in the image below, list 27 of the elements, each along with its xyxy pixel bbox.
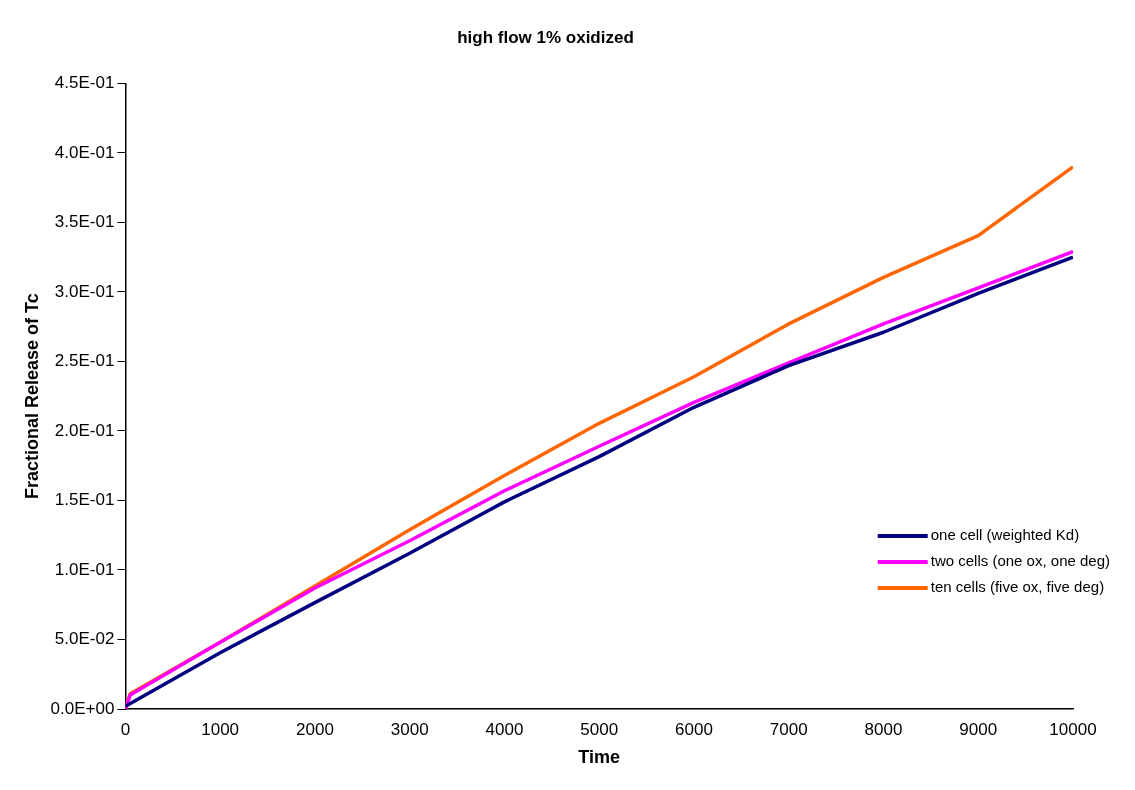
- x-tick-label: 10000: [1049, 719, 1097, 739]
- chart-title: high flow 1% oxidized: [457, 27, 634, 47]
- x-tick-label: 1000: [201, 719, 240, 739]
- y-tick-label: 2.0E-01: [54, 420, 115, 440]
- x-tick-label: 9000: [959, 719, 998, 739]
- y-tick-label: 1.0E-01: [54, 559, 115, 579]
- y-axis-title: Fractional Release of Tc: [21, 293, 42, 500]
- x-tick-label: 0: [120, 719, 131, 739]
- y-tick-label: 5.0E-02: [54, 629, 115, 649]
- y-tick-label: 1.5E-01: [54, 490, 115, 510]
- y-tick-label: 4.5E-01: [54, 73, 115, 93]
- x-axis-title: Time: [578, 747, 621, 768]
- legend-label: one cell (weighted Kd): [930, 526, 1080, 544]
- y-tick-label: 3.0E-01: [54, 281, 115, 301]
- x-tick-label: 7000: [769, 719, 808, 739]
- y-tick-label: 3.5E-01: [54, 212, 115, 232]
- y-tick-label: 4.0E-01: [54, 142, 115, 162]
- y-tick-label: 2.5E-01: [54, 351, 115, 371]
- x-tick-label: 6000: [675, 719, 713, 739]
- legend-label: two cells (one ox, one deg): [930, 552, 1111, 570]
- legend-label: ten cells (five ox, five deg): [930, 578, 1105, 596]
- x-tick-label: 2000: [296, 719, 334, 739]
- x-tick-label: 5000: [580, 719, 619, 739]
- x-tick-label: 8000: [864, 719, 903, 739]
- x-tick-label: 4000: [485, 719, 524, 739]
- x-tick-label: 3000: [390, 719, 429, 739]
- y-tick-label: 0.0E+00: [50, 698, 115, 718]
